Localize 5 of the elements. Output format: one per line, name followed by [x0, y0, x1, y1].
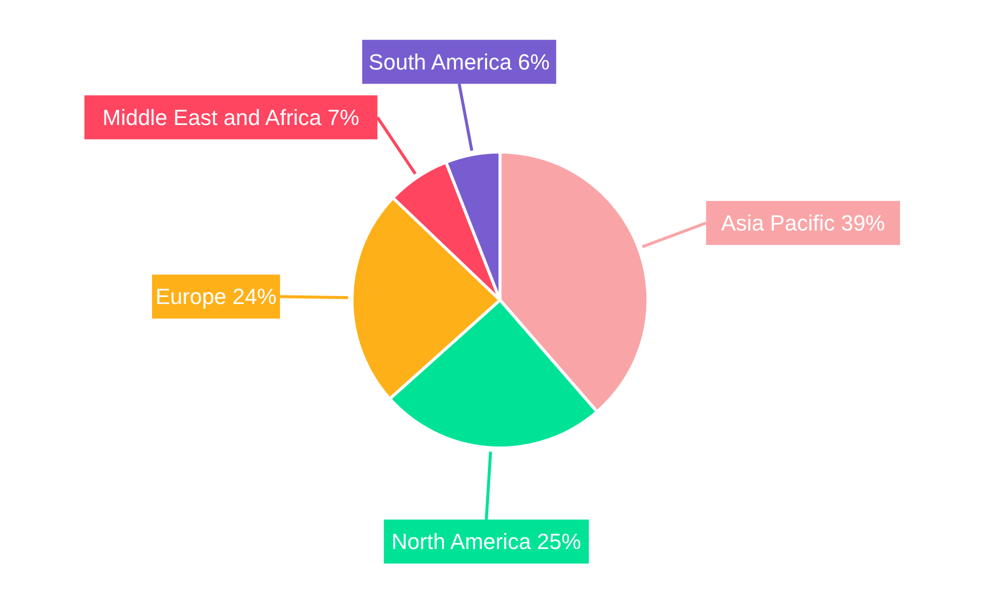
slice-label: South America 6% [368, 49, 550, 74]
slice-label: Middle East and Africa 7% [102, 104, 360, 130]
slice-label: North America 25% [392, 529, 582, 554]
slice-label: Europe 24% [155, 284, 277, 310]
slice-label: Asia Pacific 39% [721, 210, 886, 236]
